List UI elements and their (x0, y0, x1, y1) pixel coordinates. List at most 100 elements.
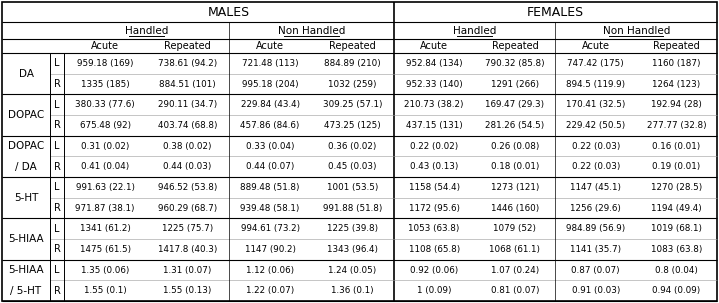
Text: MALES: MALES (208, 5, 250, 18)
Text: 1001 (53.5): 1001 (53.5) (327, 183, 378, 192)
Text: 0.44 (0.07): 0.44 (0.07) (246, 162, 294, 171)
Text: L: L (54, 224, 60, 234)
Text: 738.61 (94.2): 738.61 (94.2) (158, 59, 217, 68)
Text: 1160 (187): 1160 (187) (652, 59, 701, 68)
Text: L: L (54, 58, 60, 68)
Text: 960.29 (68.7): 960.29 (68.7) (158, 204, 217, 212)
Text: 1147 (90.2): 1147 (90.2) (244, 245, 296, 254)
Text: 1032 (259): 1032 (259) (329, 79, 377, 88)
Text: 1053 (63.8): 1053 (63.8) (408, 224, 460, 233)
Text: 277.77 (32.8): 277.77 (32.8) (647, 121, 706, 130)
Text: Repeated: Repeated (654, 41, 700, 51)
Text: L: L (54, 265, 60, 275)
Text: R: R (53, 244, 60, 254)
Text: 1.12 (0.06): 1.12 (0.06) (246, 265, 294, 275)
Text: 1417.8 (40.3): 1417.8 (40.3) (158, 245, 217, 254)
Text: 790.32 (85.8): 790.32 (85.8) (485, 59, 545, 68)
Text: Acute: Acute (256, 41, 284, 51)
Text: 1.07 (0.24): 1.07 (0.24) (491, 265, 539, 275)
Text: 1.22 (0.07): 1.22 (0.07) (246, 286, 294, 295)
Text: 0.26 (0.08): 0.26 (0.08) (491, 142, 539, 151)
Text: / 5-HT: / 5-HT (11, 286, 42, 296)
Text: / DA: / DA (15, 162, 37, 172)
Text: 1.55 (0.13): 1.55 (0.13) (163, 286, 212, 295)
Text: L: L (54, 141, 60, 151)
Text: 5-HIAA: 5-HIAA (8, 234, 44, 244)
Text: 946.52 (53.8): 946.52 (53.8) (158, 183, 217, 192)
Text: 0.22 (0.03): 0.22 (0.03) (572, 142, 620, 151)
Text: R: R (53, 286, 60, 296)
Text: 473.25 (125): 473.25 (125) (324, 121, 381, 130)
Text: 1.31 (0.07): 1.31 (0.07) (163, 265, 212, 275)
Text: Acute: Acute (582, 41, 610, 51)
Text: R: R (53, 79, 60, 89)
Text: 0.38 (0.02): 0.38 (0.02) (163, 142, 212, 151)
Text: R: R (53, 203, 60, 213)
Text: 0.8 (0.04): 0.8 (0.04) (655, 265, 698, 275)
Text: 229.84 (43.4): 229.84 (43.4) (241, 100, 300, 109)
Text: L: L (54, 100, 60, 110)
Text: 0.91 (0.03): 0.91 (0.03) (572, 286, 620, 295)
Text: 210.73 (38.2): 210.73 (38.2) (404, 100, 464, 109)
Text: 1079 (52): 1079 (52) (493, 224, 536, 233)
Text: R: R (53, 120, 60, 130)
Text: Non Handled: Non Handled (603, 25, 670, 35)
Text: 1256 (29.6): 1256 (29.6) (570, 204, 621, 212)
Text: DOPAC: DOPAC (8, 141, 44, 151)
Text: 1141 (35.7): 1141 (35.7) (570, 245, 621, 254)
Text: 192.94 (28): 192.94 (28) (651, 100, 702, 109)
Text: 0.18 (0.01): 0.18 (0.01) (491, 162, 539, 171)
Text: Repeated: Repeated (329, 41, 376, 51)
Text: 1446 (160): 1446 (160) (491, 204, 539, 212)
Text: 894.5 (119.9): 894.5 (119.9) (567, 79, 626, 88)
Text: 884.89 (210): 884.89 (210) (324, 59, 381, 68)
Text: 721.48 (113): 721.48 (113) (242, 59, 298, 68)
Text: 1194 (49.4): 1194 (49.4) (651, 204, 702, 212)
Text: 1264 (123): 1264 (123) (652, 79, 701, 88)
Text: 1108 (65.8): 1108 (65.8) (408, 245, 459, 254)
Text: 1291 (266): 1291 (266) (491, 79, 539, 88)
Text: Handled: Handled (453, 25, 496, 35)
Text: 1225 (39.8): 1225 (39.8) (327, 224, 378, 233)
Text: 0.43 (0.13): 0.43 (0.13) (410, 162, 458, 171)
Text: 5-HT: 5-HT (14, 193, 38, 203)
Text: 971.87 (38.1): 971.87 (38.1) (75, 204, 135, 212)
Text: 0.94 (0.09): 0.94 (0.09) (652, 286, 701, 295)
Text: 1068 (61.1): 1068 (61.1) (490, 245, 541, 254)
Text: 991.88 (51.8): 991.88 (51.8) (323, 204, 383, 212)
Text: 952.84 (134): 952.84 (134) (406, 59, 462, 68)
Text: 1270 (28.5): 1270 (28.5) (651, 183, 702, 192)
Text: 0.33 (0.04): 0.33 (0.04) (246, 142, 294, 151)
Text: 995.18 (204): 995.18 (204) (242, 79, 298, 88)
Text: 380.33 (77.6): 380.33 (77.6) (75, 100, 135, 109)
Text: 0.22 (0.02): 0.22 (0.02) (410, 142, 458, 151)
Text: 952.33 (140): 952.33 (140) (406, 79, 462, 88)
Text: Acute: Acute (420, 41, 448, 51)
Text: 5-HIAA: 5-HIAA (8, 265, 44, 275)
Text: 403.74 (68.8): 403.74 (68.8) (158, 121, 217, 130)
Text: Acute: Acute (91, 41, 119, 51)
Text: 1172 (95.6): 1172 (95.6) (408, 204, 459, 212)
Text: 1225 (75.7): 1225 (75.7) (162, 224, 214, 233)
Text: 229.42 (50.5): 229.42 (50.5) (566, 121, 626, 130)
Text: 457.86 (84.6): 457.86 (84.6) (240, 121, 300, 130)
Text: 1343 (96.4): 1343 (96.4) (327, 245, 378, 254)
Text: Repeated: Repeated (492, 41, 539, 51)
Text: 884.51 (101): 884.51 (101) (160, 79, 216, 88)
Text: 991.63 (22.1): 991.63 (22.1) (75, 183, 134, 192)
Text: Handled: Handled (125, 25, 168, 35)
Text: 0.31 (0.02): 0.31 (0.02) (81, 142, 129, 151)
Text: 1.24 (0.05): 1.24 (0.05) (329, 265, 377, 275)
Text: 675.48 (92): 675.48 (92) (80, 121, 131, 130)
Text: 1.55 (0.1): 1.55 (0.1) (84, 286, 127, 295)
Text: 437.15 (131): 437.15 (131) (406, 121, 462, 130)
Text: 1.35 (0.06): 1.35 (0.06) (81, 265, 129, 275)
Text: 747.42 (175): 747.42 (175) (567, 59, 624, 68)
Text: 0.41 (0.04): 0.41 (0.04) (81, 162, 129, 171)
Text: 959.18 (169): 959.18 (169) (77, 59, 134, 68)
Text: 889.48 (51.8): 889.48 (51.8) (240, 183, 300, 192)
Text: 0.45 (0.03): 0.45 (0.03) (329, 162, 377, 171)
Text: 0.22 (0.03): 0.22 (0.03) (572, 162, 620, 171)
Text: 0.92 (0.06): 0.92 (0.06) (410, 265, 458, 275)
Text: DOPAC: DOPAC (8, 110, 44, 120)
